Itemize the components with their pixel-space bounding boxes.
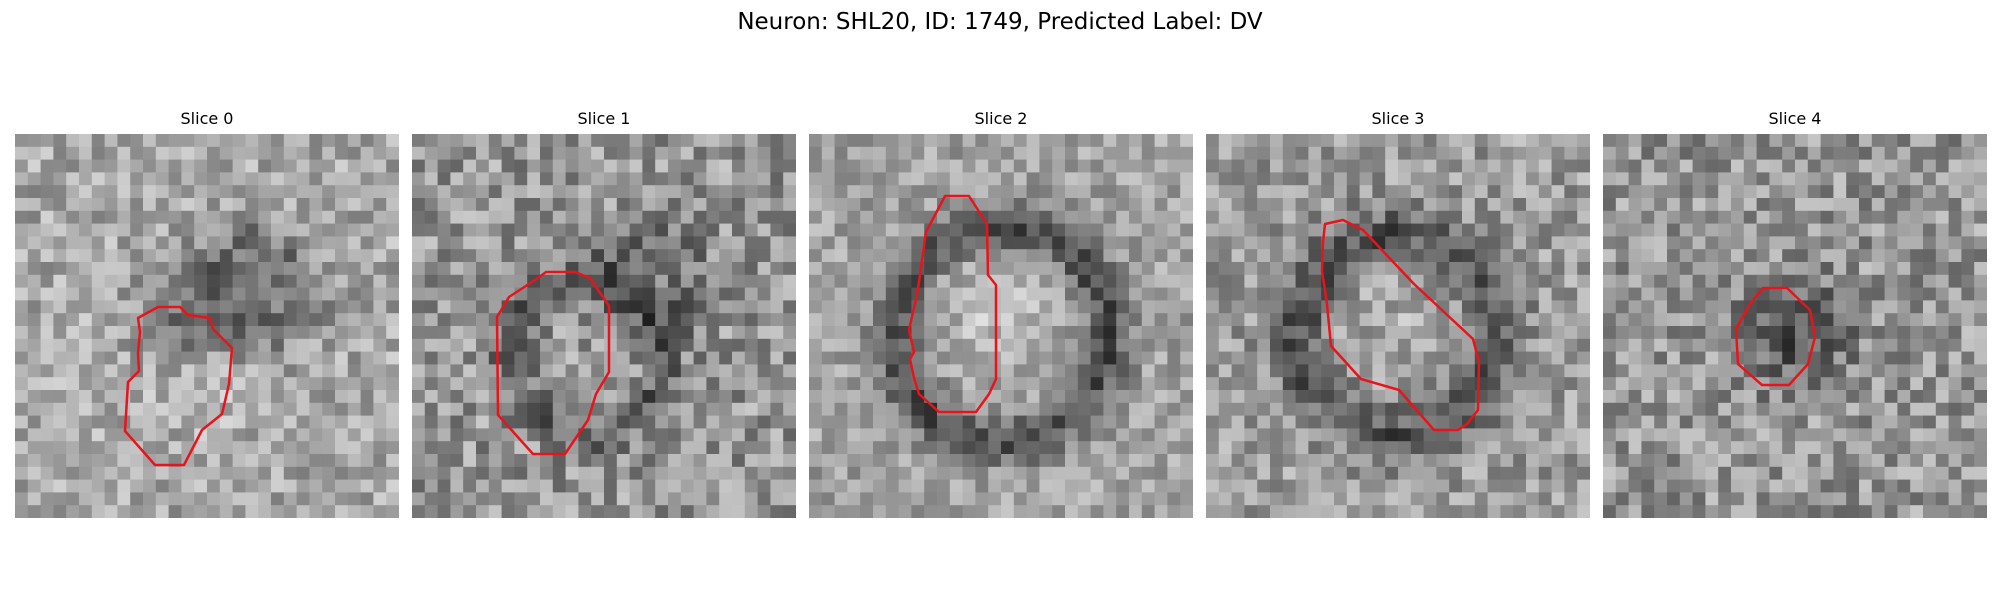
slice-3-image xyxy=(1206,134,1590,518)
slice-1-pixels xyxy=(412,134,796,518)
slice-2-image xyxy=(809,134,1193,518)
slice-panel-2: Slice 2 xyxy=(809,108,1193,518)
slice-4-roi-contour xyxy=(1734,286,1817,387)
slice-3-pixels xyxy=(1206,134,1590,518)
slice-0-title: Slice 0 xyxy=(180,109,234,128)
slice-0-image xyxy=(15,134,399,518)
slice-4-pixels xyxy=(1603,134,1987,518)
slice-4-title: Slice 4 xyxy=(1768,109,1822,128)
slice-panel-0: Slice 0 xyxy=(15,108,399,518)
figure-title: Neuron: SHL20, ID: 1749, Predicted Label… xyxy=(737,9,1263,35)
slice-1-title: Slice 1 xyxy=(577,109,631,128)
slice-2-roi-contour xyxy=(907,194,998,414)
slice-1-image xyxy=(412,134,796,518)
slice-0-pixels xyxy=(15,134,399,518)
slice-2-title: Slice 2 xyxy=(974,109,1028,128)
slice-panel-4: Slice 4 xyxy=(1603,108,1987,518)
slice-3-title: Slice 3 xyxy=(1371,109,1425,128)
slice-0-roi-contour xyxy=(123,305,234,467)
slice-4-image xyxy=(1603,134,1987,518)
slice-panel-1: Slice 1 xyxy=(412,108,796,518)
slice-2-pixels xyxy=(809,134,1193,518)
slice-1-roi-contour xyxy=(495,270,611,456)
slice-panel-3: Slice 3 xyxy=(1206,108,1590,518)
slice-3-roi-contour xyxy=(1320,218,1481,432)
